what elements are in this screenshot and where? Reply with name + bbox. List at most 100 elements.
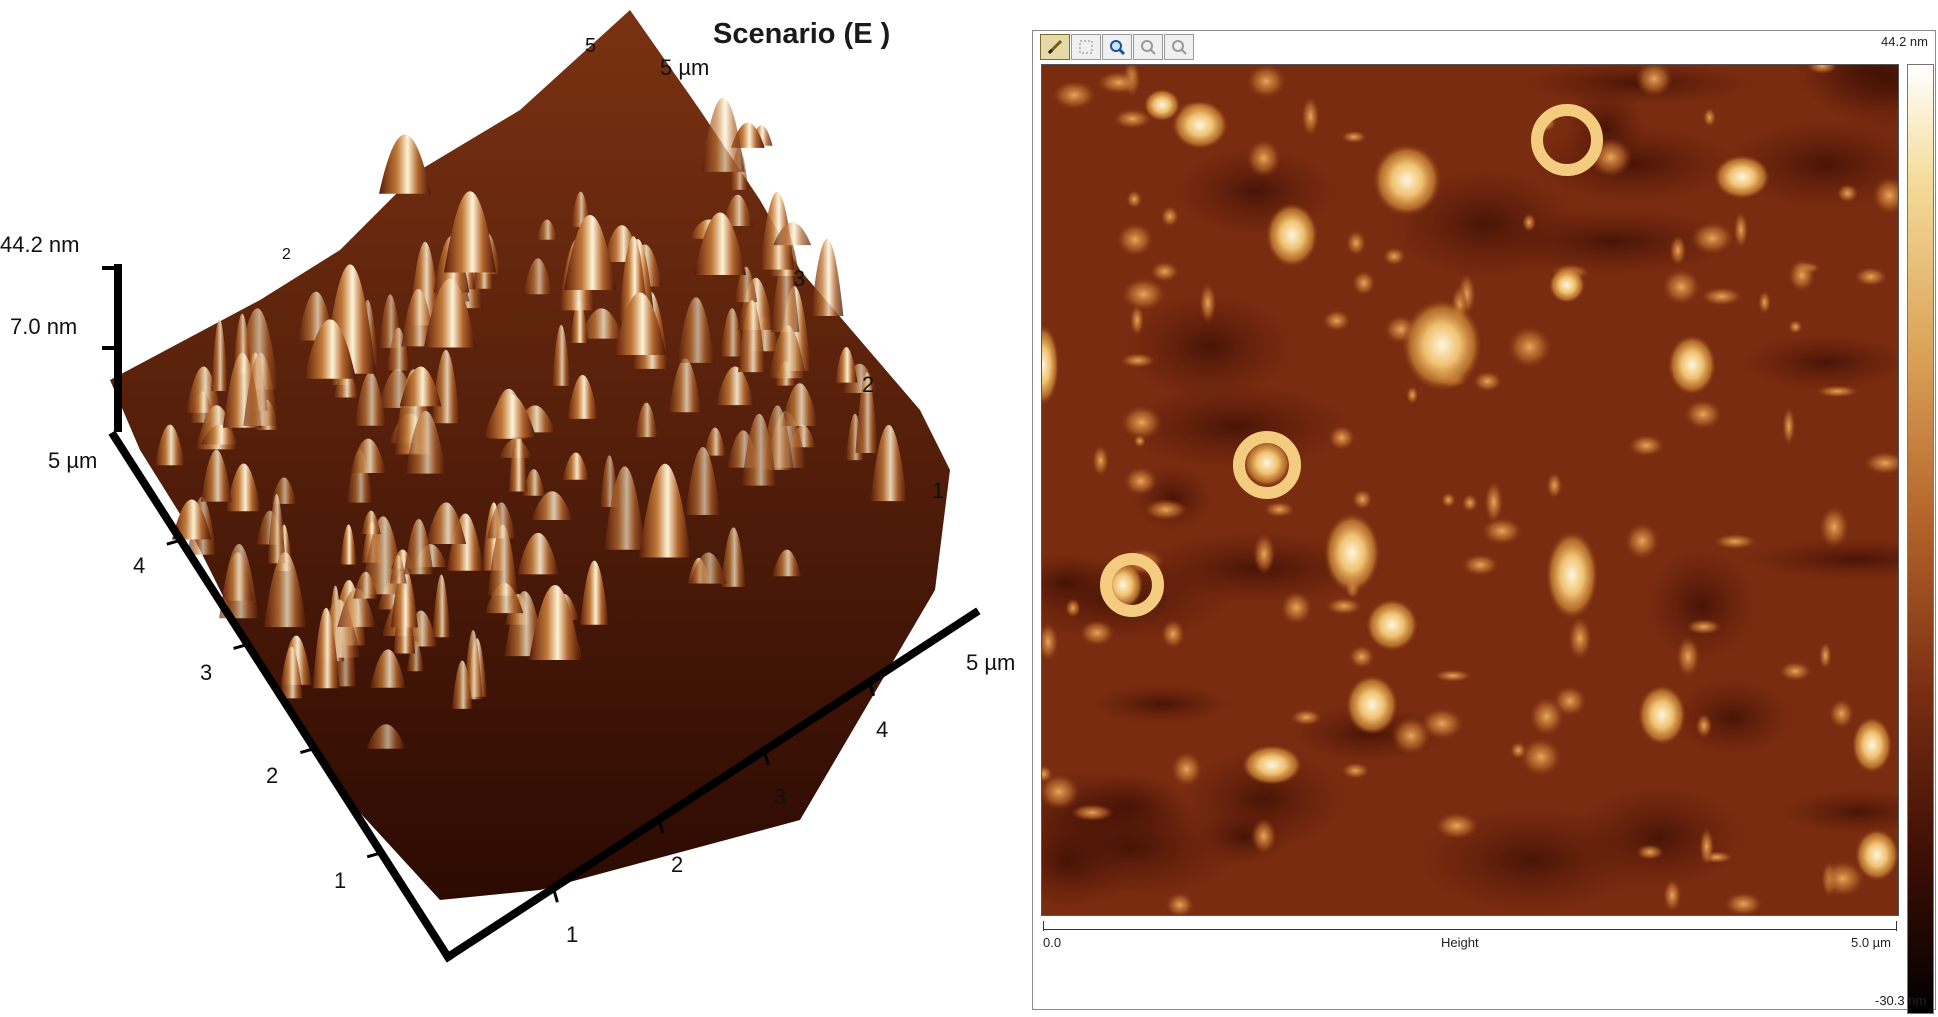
surface-spike	[263, 552, 307, 628]
small-particle	[1406, 385, 1419, 405]
surface-spike	[689, 552, 727, 584]
small-particle	[1328, 425, 1355, 451]
surface-spike	[773, 222, 812, 246]
small-particle	[1473, 371, 1503, 392]
small-particle	[1695, 713, 1713, 738]
small-particle	[1686, 619, 1722, 635]
zoom-tool-button[interactable]	[1102, 34, 1132, 60]
small-particle	[1097, 71, 1141, 94]
small-particle	[1434, 669, 1472, 682]
surface-spike	[361, 510, 381, 535]
surface-spike	[771, 255, 800, 333]
small-particle	[1070, 804, 1114, 822]
bright-particle	[1172, 101, 1228, 149]
x-tick-label: 1	[566, 922, 579, 947]
afm-height-map	[1042, 65, 1898, 915]
small-particle	[1568, 617, 1592, 660]
zoom-out-tool-button[interactable]	[1164, 34, 1194, 60]
small-particle	[1346, 230, 1367, 256]
surface-spike	[221, 552, 254, 601]
surface-spike	[741, 413, 777, 486]
small-particle	[1546, 472, 1563, 499]
small-particle	[1120, 353, 1156, 368]
surface-spike	[734, 266, 758, 303]
small-particle	[1144, 499, 1188, 521]
bright-particle	[1242, 745, 1302, 785]
zoom-in-tool-button[interactable]	[1133, 34, 1163, 60]
surface-spike	[349, 438, 387, 473]
surface-spike	[401, 288, 436, 347]
bright-particle	[1366, 599, 1418, 651]
x-axis-tick	[868, 681, 876, 697]
surface-spike	[685, 446, 721, 515]
surface-spike	[508, 427, 528, 492]
surface-spike	[405, 410, 446, 474]
surface-spike	[426, 502, 467, 544]
small-particle	[1662, 269, 1701, 305]
pencil-tool-button[interactable]	[1040, 34, 1070, 60]
small-particle	[1420, 707, 1464, 740]
small-particle	[1252, 533, 1276, 575]
small-particle	[1807, 65, 1838, 75]
surface-peaks	[154, 97, 908, 749]
axis-ticks	[166, 538, 876, 903]
surface-spike	[604, 466, 646, 550]
small-particle	[1092, 445, 1110, 477]
bright-particle	[1373, 144, 1441, 216]
scale-bar-line	[1043, 929, 1897, 930]
z-max-label: 44.2 nm	[0, 232, 80, 257]
small-particle	[1150, 261, 1179, 282]
dark-region	[1671, 677, 1794, 758]
select-tool-button[interactable]	[1071, 34, 1101, 60]
surface-spike	[720, 527, 747, 587]
surface-spike	[570, 299, 589, 343]
small-particle	[1676, 636, 1700, 677]
surface-spike	[536, 219, 558, 240]
y-axis-tick	[299, 747, 315, 755]
small-particle	[1129, 304, 1145, 336]
x-tick-label: 3	[774, 784, 787, 809]
x-axis-line	[442, 607, 981, 963]
small-particle	[1779, 661, 1812, 682]
surface-spike	[154, 424, 185, 466]
small-particle	[1636, 844, 1664, 860]
small-particle	[1829, 699, 1855, 729]
height-colorbar	[1907, 64, 1934, 1014]
x-tick-label: 2	[671, 852, 684, 877]
bright-particle	[1638, 685, 1686, 745]
surface-spike	[399, 366, 442, 407]
small-particle	[1171, 751, 1203, 787]
surface-spike	[523, 258, 553, 295]
figure-title: Scenario (E )	[713, 18, 891, 50]
afm-height-image[interactable]	[1041, 64, 1899, 916]
small-particle	[1701, 287, 1743, 306]
right-edge-tick: 2	[862, 372, 875, 397]
small-particle	[1461, 494, 1479, 512]
zoom-in-icon	[1141, 40, 1156, 55]
surface-spike	[366, 724, 406, 749]
small-particle	[1121, 277, 1166, 311]
y-tick-label: 3	[200, 660, 213, 685]
surface-spike	[701, 97, 745, 172]
surface-spike	[834, 347, 858, 383]
surface-spike	[485, 582, 524, 614]
surface-spike	[340, 524, 357, 565]
small-particle	[1699, 827, 1715, 866]
bright-particle	[1346, 675, 1398, 735]
colorbar-min-label: -30.3 nm	[1875, 993, 1927, 1008]
small-particle	[1819, 506, 1850, 549]
axis-frame	[102, 264, 981, 963]
surface-peak	[614, 292, 666, 355]
surface-spike	[703, 427, 727, 456]
small-particle	[1352, 270, 1376, 296]
small-particle	[1690, 221, 1734, 255]
small-particle	[1124, 467, 1158, 496]
small-particle	[1322, 309, 1351, 332]
scale-end-label: 5.0 µm	[1851, 935, 1892, 950]
small-particle	[1126, 190, 1143, 209]
small-particle	[1788, 259, 1816, 292]
x-tick-label: 4	[876, 717, 889, 742]
small-particle	[1818, 641, 1832, 670]
bright-particle	[1546, 531, 1598, 619]
y-axis-tick	[233, 642, 249, 650]
